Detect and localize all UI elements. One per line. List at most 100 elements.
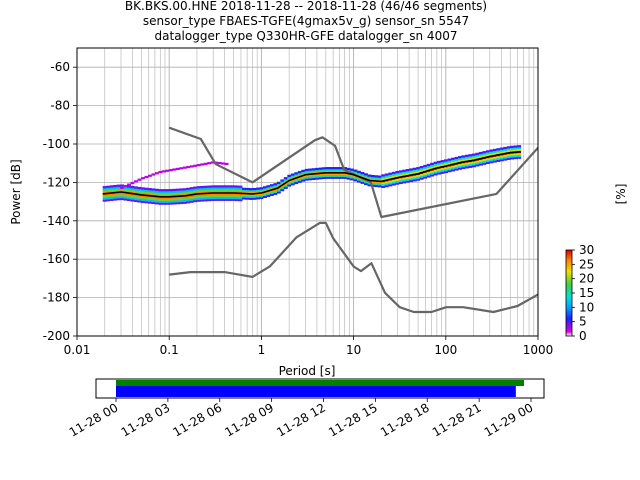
psd-bin bbox=[252, 195, 257, 198]
psd-bin bbox=[402, 173, 407, 176]
psd-bin bbox=[280, 185, 285, 188]
psd-bin bbox=[113, 188, 118, 192]
psd-bin bbox=[141, 189, 145, 192]
psd-bin bbox=[207, 185, 212, 188]
psd-bin bbox=[471, 155, 476, 158]
psd-bin bbox=[478, 155, 483, 158]
coverage-tick-label: 11-28 18 bbox=[378, 400, 432, 439]
psd-bin bbox=[294, 172, 299, 175]
psd-bin bbox=[228, 185, 232, 188]
coverage-tick-label: 11-28 00 bbox=[67, 400, 121, 439]
psd-bin bbox=[367, 178, 372, 181]
psd-bin bbox=[175, 190, 180, 193]
psd-bin bbox=[158, 196, 163, 200]
psd-bin bbox=[423, 172, 428, 175]
psd-bin bbox=[388, 176, 393, 179]
psd-bin bbox=[217, 187, 222, 190]
psd-bin bbox=[506, 153, 511, 157]
psd-bin bbox=[238, 195, 243, 198]
psd-bin bbox=[468, 154, 473, 157]
psd-bin bbox=[179, 188, 184, 191]
psd-bin bbox=[513, 147, 518, 150]
psd-bin bbox=[249, 189, 253, 193]
psd-bin bbox=[172, 202, 177, 205]
psd-bin bbox=[165, 191, 170, 194]
psd-bin bbox=[496, 155, 501, 159]
psd-bin bbox=[207, 195, 212, 198]
psd-bin bbox=[377, 177, 382, 180]
psd-bin bbox=[203, 197, 208, 200]
psd-bin bbox=[276, 191, 281, 194]
psd-bin bbox=[127, 185, 131, 188]
psd-bin bbox=[120, 184, 125, 187]
psd-bin bbox=[437, 172, 442, 175]
psd-bin bbox=[297, 176, 302, 180]
psd-bin bbox=[168, 200, 173, 203]
psd-bin bbox=[517, 145, 522, 148]
psd-bin bbox=[322, 169, 327, 172]
psd-bin bbox=[492, 158, 497, 161]
psd-bin bbox=[161, 196, 166, 200]
psd-bin bbox=[468, 157, 473, 161]
psd-bin bbox=[106, 197, 111, 200]
psd-bin bbox=[127, 183, 131, 186]
psd-bin bbox=[203, 185, 208, 188]
psd-bin bbox=[458, 165, 462, 168]
psd-bin bbox=[189, 190, 194, 194]
psd-bin bbox=[506, 157, 511, 160]
psd-bin bbox=[478, 159, 483, 162]
psd-bin bbox=[503, 158, 508, 161]
psd-bin bbox=[440, 167, 445, 170]
psd-bin bbox=[154, 200, 159, 203]
psd-bin bbox=[419, 175, 424, 178]
psd-bin bbox=[447, 168, 452, 171]
psd-bin bbox=[367, 176, 372, 179]
psd-bin bbox=[127, 191, 131, 194]
psd-bin bbox=[224, 196, 229, 200]
high-noise-model-line bbox=[168, 126, 538, 219]
psd-bin bbox=[325, 167, 330, 170]
psd-bin bbox=[409, 170, 414, 173]
psd-bin bbox=[496, 152, 501, 155]
psd-bin bbox=[308, 176, 313, 179]
psd-bin bbox=[221, 194, 226, 198]
psd-bin bbox=[405, 178, 410, 181]
psd-bin bbox=[158, 189, 163, 192]
psd-bin bbox=[485, 159, 490, 163]
psd-bin bbox=[517, 154, 522, 157]
psd-bin bbox=[339, 168, 344, 172]
psd-bin bbox=[384, 175, 389, 178]
psd-bin bbox=[130, 187, 135, 191]
psd-bin bbox=[433, 171, 438, 174]
psd-bin bbox=[154, 190, 159, 193]
psd-bin bbox=[144, 197, 149, 200]
psd-bin bbox=[485, 154, 490, 157]
psd-bin bbox=[510, 149, 515, 152]
psd-bin bbox=[468, 161, 473, 165]
x-tick-label: 100 bbox=[434, 343, 457, 357]
psd-bin bbox=[322, 174, 327, 178]
psd-bin bbox=[214, 189, 219, 192]
psd-bin bbox=[360, 172, 365, 175]
psd-bin bbox=[158, 191, 163, 194]
psd-bin bbox=[405, 180, 410, 183]
mean-psd-line bbox=[102, 150, 521, 198]
psd-bin bbox=[109, 196, 114, 200]
psd-bin bbox=[182, 199, 187, 202]
psd-bin bbox=[175, 202, 180, 205]
psd-bin bbox=[492, 160, 497, 163]
psd-bin bbox=[485, 161, 490, 165]
y-tick-label: -180 bbox=[43, 291, 70, 305]
psd-bin bbox=[127, 189, 131, 192]
psd-bin bbox=[144, 201, 149, 204]
psd-bin bbox=[102, 187, 107, 191]
psd-bin bbox=[255, 189, 260, 192]
psd-bin bbox=[137, 196, 142, 199]
psd-bin bbox=[468, 156, 473, 159]
psd-bin bbox=[478, 163, 483, 166]
psd-bin bbox=[280, 189, 285, 192]
psd-bin bbox=[151, 198, 156, 201]
psd-bin bbox=[416, 170, 421, 174]
psd-bin bbox=[106, 195, 111, 198]
